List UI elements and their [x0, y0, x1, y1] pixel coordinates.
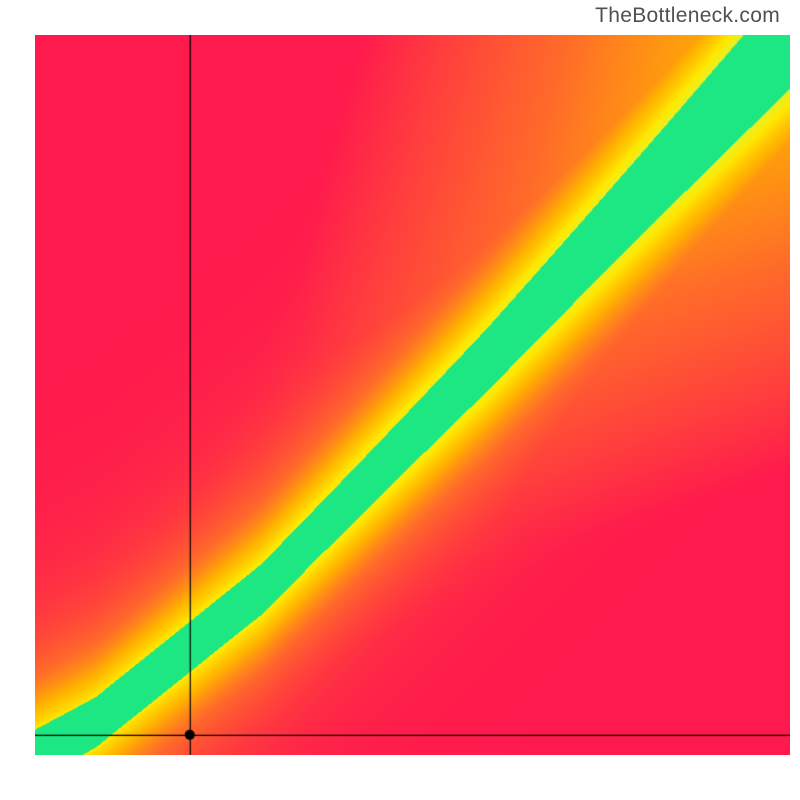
watermark-text: TheBottleneck.com: [595, 4, 780, 28]
heatmap-chart: [35, 35, 790, 755]
heatmap-canvas: [35, 35, 790, 755]
